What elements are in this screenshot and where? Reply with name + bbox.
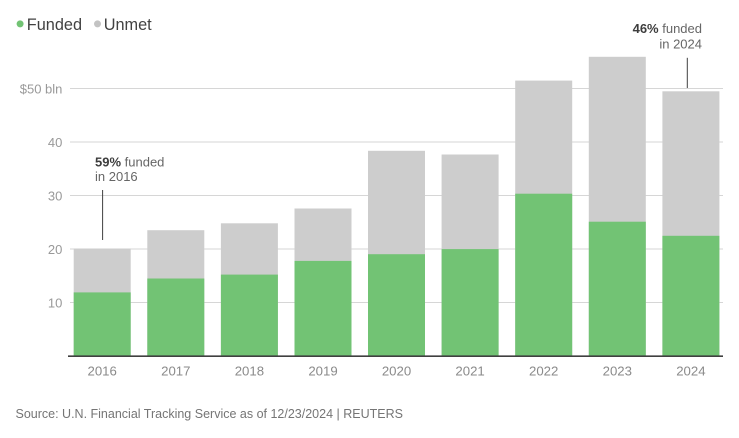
svg-text:2023: 2023 xyxy=(603,364,632,379)
svg-text:2024: 2024 xyxy=(676,364,705,379)
svg-text:Unmet: Unmet xyxy=(104,16,152,34)
svg-text:46% funded: 46% funded xyxy=(633,21,702,36)
svg-text:2019: 2019 xyxy=(308,364,337,379)
svg-text:2017: 2017 xyxy=(161,364,190,379)
svg-text:20: 20 xyxy=(48,242,62,257)
svg-text:Source: U.N. Financial Trackin: Source: U.N. Financial Tracking Service … xyxy=(16,407,403,421)
svg-text:40: 40 xyxy=(48,135,62,150)
svg-text:2022: 2022 xyxy=(529,364,558,379)
svg-text:Funded: Funded xyxy=(27,16,82,34)
svg-text:$50 bln: $50 bln xyxy=(20,82,63,97)
svg-text:in 2024: in 2024 xyxy=(659,36,702,51)
svg-text:2018: 2018 xyxy=(235,364,264,379)
svg-text:2020: 2020 xyxy=(382,364,411,379)
svg-text:30: 30 xyxy=(48,189,62,204)
svg-text:59% funded: 59% funded xyxy=(95,154,164,169)
svg-text:2016: 2016 xyxy=(88,364,117,379)
svg-text:10: 10 xyxy=(48,296,62,311)
svg-text:in 2016: in 2016 xyxy=(95,169,138,184)
svg-text:2021: 2021 xyxy=(455,364,484,379)
